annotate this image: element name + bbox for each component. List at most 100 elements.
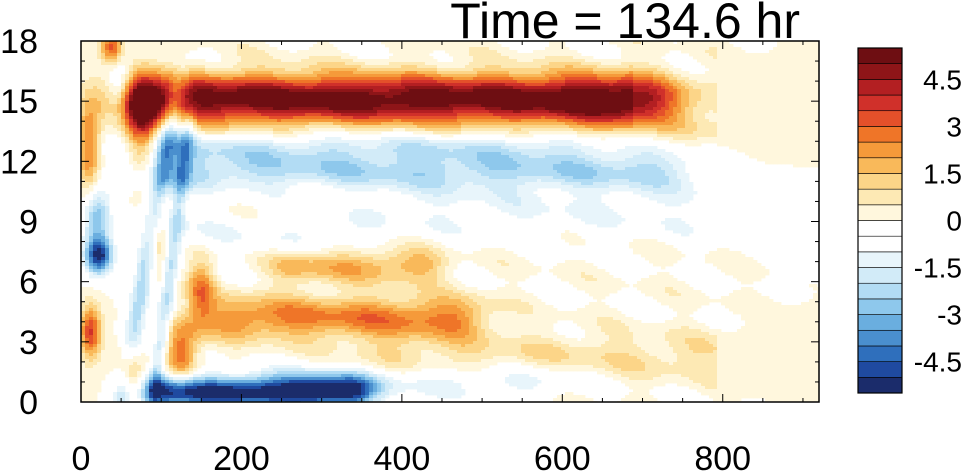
- contour-cell: [381, 98, 386, 102]
- contour-cell: [681, 44, 686, 48]
- contour-cell: [701, 101, 706, 105]
- contour-cell: [229, 98, 234, 102]
- contour-cell: [261, 89, 266, 93]
- contour-cell: [549, 80, 554, 84]
- contour-cell: [117, 56, 122, 60]
- contour-cell: [489, 113, 494, 117]
- contour-cell: [729, 113, 734, 117]
- contour-cell: [645, 80, 650, 84]
- contour-cell: [301, 86, 306, 90]
- contour-cell: [813, 71, 818, 75]
- contour-cell: [481, 110, 486, 114]
- contour-cell: [201, 107, 206, 111]
- contour-cell: [697, 53, 702, 57]
- contour-cell: [161, 71, 166, 75]
- contour-cell: [581, 116, 586, 120]
- contour-cell: [753, 107, 758, 111]
- contour-cell: [565, 95, 570, 99]
- contour-cell: [81, 53, 86, 57]
- contour-cell: [645, 77, 650, 81]
- contour-cell: [101, 47, 106, 51]
- contour-cell: [225, 71, 230, 75]
- contour-cell: [705, 80, 710, 84]
- contour-cell: [357, 95, 362, 99]
- contour-cell: [681, 119, 686, 123]
- contour-cell: [353, 101, 358, 105]
- contour-cell: [337, 62, 342, 66]
- contour-cell: [117, 41, 122, 45]
- contour-cell: [653, 80, 658, 84]
- contour-cell: [573, 80, 578, 84]
- contour-cell: [485, 74, 490, 78]
- contour-cell: [545, 113, 550, 117]
- contour-cell: [309, 101, 314, 105]
- contour-cell: [725, 107, 730, 111]
- contour-cell: [281, 122, 286, 126]
- contour-cell: [493, 77, 498, 81]
- contour-cell: [717, 125, 722, 129]
- contour-cell: [533, 53, 538, 57]
- contour-cell: [413, 68, 418, 72]
- contour-cell: [757, 101, 762, 105]
- contour-cell: [557, 95, 562, 99]
- contour-cell: [225, 65, 230, 69]
- contour-cell: [673, 83, 678, 87]
- contour-cell: [741, 68, 746, 72]
- contour-cell: [105, 116, 110, 120]
- contour-cell: [297, 122, 302, 126]
- contour-cell: [765, 113, 770, 117]
- contour-cell: [573, 110, 578, 114]
- contour-cell: [269, 98, 274, 102]
- contour-cell: [533, 104, 538, 108]
- contour-cell: [329, 68, 334, 72]
- contour-cell: [701, 41, 706, 45]
- contour-cell: [753, 71, 758, 75]
- contour-cell: [689, 122, 694, 126]
- contour-cell: [813, 113, 818, 117]
- contour-cell: [793, 68, 798, 72]
- contour-cell: [89, 62, 94, 66]
- contour-cell: [801, 119, 806, 123]
- contour-cell: [181, 110, 186, 114]
- contour-cell: [597, 107, 602, 111]
- contour-cell: [809, 59, 814, 63]
- contour-cell: [693, 41, 698, 45]
- contour-cell: [737, 98, 742, 102]
- contour-cell: [645, 47, 650, 51]
- contour-cell: [177, 71, 182, 75]
- contour-cell: [653, 98, 658, 102]
- contour-cell: [657, 89, 662, 93]
- contour-cell: [301, 59, 306, 63]
- contour-cell: [573, 89, 578, 93]
- contour-cell: [193, 47, 198, 51]
- contour-cell: [273, 65, 278, 69]
- contour-cell: [229, 116, 234, 120]
- contour-cell: [205, 113, 210, 117]
- contour-cell: [469, 101, 474, 105]
- contour-cell: [361, 74, 366, 78]
- contour-cell: [337, 107, 342, 111]
- contour-cell: [133, 107, 138, 111]
- contour-cell: [617, 92, 622, 96]
- contour-cell: [685, 122, 690, 126]
- contour-cell: [517, 110, 522, 114]
- contour-cell: [137, 113, 142, 117]
- contour-cell: [773, 95, 778, 99]
- contour-cell: [229, 44, 234, 48]
- contour-cell: [709, 125, 714, 129]
- contour-cell: [145, 113, 150, 117]
- contour-cell: [441, 92, 446, 96]
- contour-cell: [217, 80, 222, 84]
- contour-cell: [469, 95, 474, 99]
- contour-cell: [433, 116, 438, 120]
- contour-cell: [685, 116, 690, 120]
- contour-cell: [505, 119, 510, 123]
- contour-cell: [397, 116, 402, 120]
- contour-cell: [709, 71, 714, 75]
- contour-cell: [441, 80, 446, 84]
- contour-cell: [189, 47, 194, 51]
- contour-cell: [113, 104, 118, 108]
- contour-cell: [117, 86, 122, 90]
- contour-cell: [265, 122, 270, 126]
- contour-cell: [801, 122, 806, 126]
